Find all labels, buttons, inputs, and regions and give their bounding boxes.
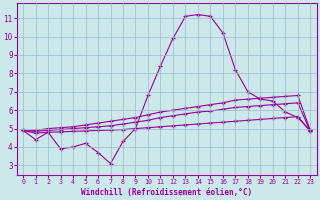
X-axis label: Windchill (Refroidissement éolien,°C): Windchill (Refroidissement éolien,°C) <box>81 188 252 197</box>
